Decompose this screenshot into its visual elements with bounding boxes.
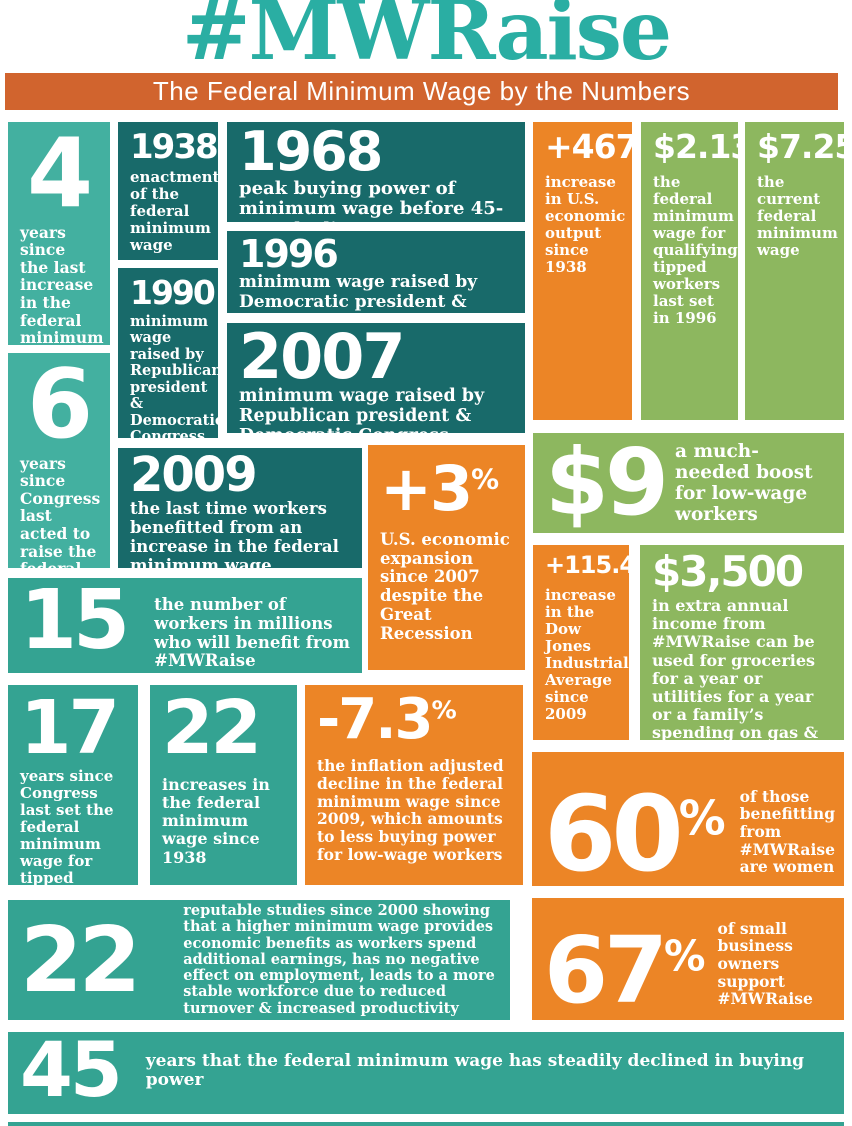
tile-value: $9 bbox=[545, 433, 669, 533]
tile-description: years since the last increase in the fed… bbox=[20, 222, 104, 345]
tile-description: a much-needed boost for low-wage workers bbox=[675, 440, 813, 526]
subtitle-banner: The Federal Minimum Wage by the Numbers bbox=[5, 73, 838, 110]
tile-value: 1938 bbox=[130, 127, 218, 167]
tile-value: 1968 bbox=[239, 122, 383, 183]
tile-1968: 1968 peak buying power of minimum wage b… bbox=[227, 122, 525, 222]
tile-value: -7.3% bbox=[317, 687, 457, 752]
tile-description: the current federal minimum wage bbox=[757, 172, 838, 260]
tile-value: $7.25 bbox=[757, 127, 844, 166]
tile-7-25-dollars: $7.25 the current federal minimum wage bbox=[745, 122, 844, 420]
tile-description: the federal minimum wage for qualifying … bbox=[653, 172, 738, 328]
tile-value: +467% bbox=[545, 127, 632, 166]
tile-9-dollars: $9 a much-needed boost for low-wage work… bbox=[533, 433, 844, 533]
tile-value: 4 bbox=[26, 122, 93, 229]
tile-1938: 1938 enactment of the federal minimum wa… bbox=[118, 122, 218, 260]
tile-value: 6 bbox=[26, 353, 93, 460]
tile-description: in extra annual income from #MWRaise can… bbox=[652, 595, 819, 740]
tile-description: increase in U.S. economic output since 1… bbox=[545, 172, 626, 277]
tile-2007: 2007 minimum wage raised by Republican p… bbox=[227, 323, 525, 433]
tile-description: years that the federal minimum wage has … bbox=[145, 1051, 805, 1091]
tile-value: +115.4% bbox=[545, 551, 629, 579]
tile-22-increases: 22 increases in the federal minimum wage… bbox=[150, 685, 297, 885]
tile-1996: 1996 minimum wage raised by Democratic p… bbox=[227, 231, 525, 313]
tile-minus-7-3-pct: -7.3% the inflation adjusted decline in … bbox=[305, 685, 523, 885]
tile-description: years since Congress last set the federa… bbox=[20, 766, 114, 885]
tile-plus-115-4-pct: +115.4% increase in the Dow Jones Indust… bbox=[533, 545, 629, 740]
tile-value: 1996 bbox=[239, 232, 339, 276]
tile-1990: 1990 minimum wage raised by Republican p… bbox=[118, 268, 218, 438]
tile-value: +3% bbox=[380, 452, 500, 525]
tile-3500-dollars: $3,500 in extra annual income from #MWRa… bbox=[640, 545, 844, 740]
tile-value: 17 bbox=[20, 685, 120, 771]
tile-description: of those benefitting from #MWRaise are w… bbox=[739, 786, 836, 877]
tile-description: minimum wage raised by Republican presid… bbox=[130, 312, 218, 438]
tile-value: 22 bbox=[20, 907, 141, 1013]
tile-description: the last time workers benefitted from an… bbox=[130, 499, 339, 568]
tile-value: 22 bbox=[162, 685, 262, 771]
tile-67-pct: 67% of small business owners support #MW… bbox=[532, 898, 844, 1020]
tile-value: 60% bbox=[544, 772, 726, 886]
tile-description: increases in the federal minimum wage si… bbox=[162, 774, 270, 867]
tile-value: $3,500 bbox=[652, 547, 804, 596]
tile-description: years since Congress last acted to raise… bbox=[20, 453, 101, 568]
tile-value: 2007 bbox=[239, 323, 406, 393]
tile-value: $2.13 bbox=[653, 127, 738, 166]
tile-description: minimum wage raised by Democratic presid… bbox=[239, 272, 478, 313]
page-title: #MWRaise bbox=[181, 0, 672, 79]
tile-value: 1990 bbox=[130, 273, 216, 312]
tile-value: 2009 bbox=[130, 448, 258, 503]
tile-6-years: 6 years since Congress last acted to rai… bbox=[8, 353, 110, 568]
tile-plus-3-pct: +3% U.S. economic expansion since 2007 d… bbox=[368, 445, 525, 670]
tile-description: U.S. economic expansion since 2007 despi… bbox=[380, 529, 510, 643]
tile-value: 67% bbox=[544, 916, 706, 1020]
tile-description: reputable studies since 2000 showing tha… bbox=[183, 902, 495, 1017]
tile-description: the inflation adjusted decline in the fe… bbox=[317, 756, 504, 864]
footer-strip bbox=[8, 1122, 844, 1126]
tile-description: of small business owners support #MWRais… bbox=[717, 918, 813, 1009]
tile-description: peak buying power of minimum wage before… bbox=[239, 177, 504, 222]
tile-22-studies: 22 reputable studies since 2000 showing … bbox=[8, 900, 510, 1020]
tile-description: the number of workers in millions who wi… bbox=[154, 595, 350, 671]
tile-60-pct: 60% of those benefitting from #MWRaise a… bbox=[532, 752, 844, 886]
tile-value: 15 bbox=[20, 578, 130, 668]
tile-17-years: 17 years since Congress last set the fed… bbox=[8, 685, 138, 885]
tile-15-million: 15 the number of workers in millions who… bbox=[8, 578, 362, 673]
tile-value: 45 bbox=[20, 1032, 123, 1114]
tile-2-13-dollars: $2.13 the federal minimum wage for quali… bbox=[641, 122, 738, 420]
tile-2009: 2009 the last time workers benefitted fr… bbox=[118, 448, 362, 568]
tile-description: increase in the Dow Jones Industrial Ave… bbox=[545, 585, 629, 724]
tile-description: minimum wage raised by Republican presid… bbox=[239, 385, 485, 433]
tile-plus-467-pct: +467% increase in U.S. economic output s… bbox=[533, 122, 632, 420]
tile-description: enactment of the federal minimum wage bbox=[130, 167, 218, 254]
tile-4-years: 4 years since the last increase in the f… bbox=[8, 122, 110, 345]
subtitle-text: The Federal Minimum Wage by the Numbers bbox=[152, 76, 691, 106]
tile-45-years: 45 years that the federal minimum wage h… bbox=[8, 1032, 844, 1114]
